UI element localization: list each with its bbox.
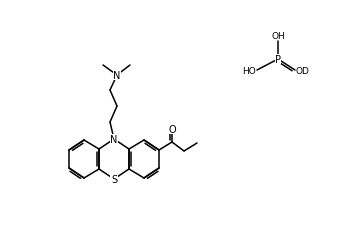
Text: HO: HO bbox=[242, 66, 256, 75]
Text: N: N bbox=[113, 71, 121, 81]
Text: S: S bbox=[111, 174, 117, 184]
Text: OD: OD bbox=[296, 66, 310, 75]
Text: P: P bbox=[275, 55, 281, 65]
Text: OH: OH bbox=[271, 32, 285, 41]
Text: O: O bbox=[168, 125, 176, 134]
Text: N: N bbox=[110, 134, 118, 144]
